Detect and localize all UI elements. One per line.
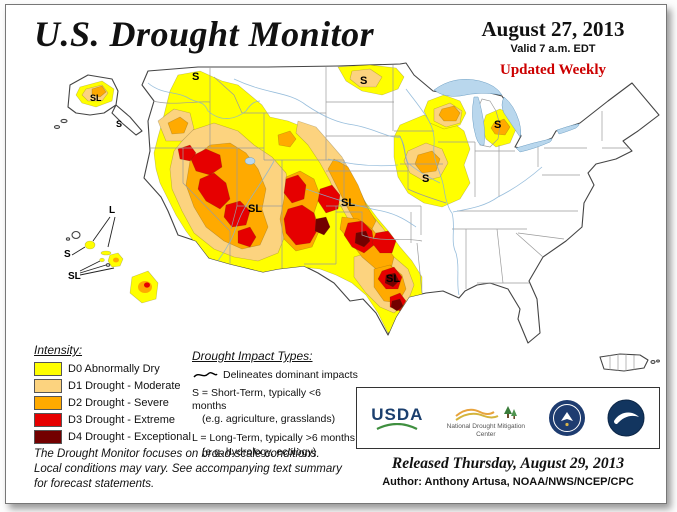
- legend-item-label: D0 Abnormally Dry: [68, 363, 160, 375]
- ndmc-logo-text: National Drought Mitigation Center: [446, 423, 526, 438]
- map-impact-label: S: [116, 119, 122, 129]
- map-impact-label: S: [422, 173, 430, 185]
- impact-types-title: Drought Impact Types:: [192, 349, 313, 363]
- legend-item-d2: D2 Drought - Severe: [34, 396, 194, 410]
- date-block: August 27, 2013 Valid 7 a.m. EDT Updated…: [444, 17, 662, 79]
- commerce-seal-icon: [549, 400, 586, 436]
- short-term-line: S = Short-Term, typically <6 months: [192, 387, 321, 413]
- released-text: Released Thursday, August 29, 2013: [391, 455, 625, 472]
- legend-item-label: D1 Drought - Moderate: [68, 380, 181, 392]
- valid-time: Valid 7 a.m. EDT: [510, 43, 596, 55]
- map-impact-label: SL: [341, 197, 356, 209]
- hawaii-inset: L S SL: [64, 205, 159, 304]
- drought-monitor-page: U.S. Drought Monitor August 27, 2013 Val…: [5, 4, 667, 504]
- long-term-example: (e.g. hydrology, ecology): [202, 445, 317, 458]
- map-impact-label: SL: [248, 203, 263, 215]
- legend-item-label: D2 Drought - Severe: [68, 397, 169, 409]
- updated-weekly-note: Updated Weekly: [500, 62, 606, 78]
- logos-box: USDA National Drought Mitigation Center: [356, 387, 660, 449]
- map-impact-label: SL: [90, 93, 102, 103]
- legend-swatch-d0: [34, 362, 62, 376]
- legend-item-d4: D4 Drought - Exceptional: [34, 430, 194, 444]
- map-date: August 27, 2013: [481, 17, 625, 41]
- disclaimer-text: The Drought Monitor focuses on broad-sca…: [34, 448, 342, 490]
- legend-swatch-d4: [34, 430, 62, 444]
- map-impact-label: SL: [386, 273, 401, 285]
- map-impact-label: S: [360, 75, 368, 87]
- intensity-legend: Intensity: D0 Abnormally Dry D1 Drought …: [34, 343, 194, 447]
- legend-item-label: D3 Drought - Extreme: [68, 414, 175, 426]
- usda-logo-text: USDA: [371, 404, 424, 424]
- great-lakes: [433, 79, 580, 153]
- release-footer: Released Thursday, August 29, 2013 Autho…: [356, 455, 660, 488]
- map-impact-label: S: [494, 119, 502, 131]
- legend-swatch-d3: [34, 413, 62, 427]
- map-impact-label: SL: [68, 271, 81, 282]
- legend-item-d3: D3 Drought - Extreme: [34, 413, 194, 427]
- state-borders: [145, 65, 632, 294]
- map-impact-label: S: [64, 249, 71, 260]
- ndmc-logo-icon: [455, 406, 517, 421]
- usda-swoosh-icon: [376, 422, 418, 430]
- long-term-line: L = Long-Term, typically >6 months: [192, 432, 356, 445]
- page-title: U.S. Drought Monitor: [34, 14, 375, 54]
- squiggle-icon: [193, 372, 218, 378]
- drought-map: S S SL SL S S SL: [138, 61, 663, 351]
- map-impact-label: S: [192, 71, 200, 83]
- noaa-seal-icon: [607, 399, 645, 437]
- author-text: Author: Anthony Artusa, NOAA/NWS/NCEP/CP…: [382, 476, 634, 488]
- puerto-rico-inset: [599, 353, 660, 372]
- legend-swatch-d1: [34, 379, 62, 393]
- impact-types-block: Drought Impact Types: Delineates dominan…: [192, 349, 358, 465]
- ndmc-logo: National Drought Mitigation Center: [444, 398, 528, 438]
- legend-title: Intensity:: [34, 343, 83, 357]
- short-term-example: (e.g. agriculture, grasslands): [202, 413, 336, 426]
- conus-map-svg: [141, 62, 660, 344]
- legend-item-d1: D1 Drought - Moderate: [34, 379, 194, 393]
- alaska-inset: SL S: [53, 74, 143, 136]
- legend-swatch-d2: [34, 396, 62, 410]
- legend-item-label: D4 Drought - Exceptional: [68, 431, 191, 443]
- delineates-label: Delineates dominant impacts: [223, 369, 358, 381]
- map-impact-label: L: [109, 205, 115, 216]
- legend-item-d0: D0 Abnormally Dry: [34, 362, 194, 376]
- usda-logo: USDA: [371, 406, 423, 431]
